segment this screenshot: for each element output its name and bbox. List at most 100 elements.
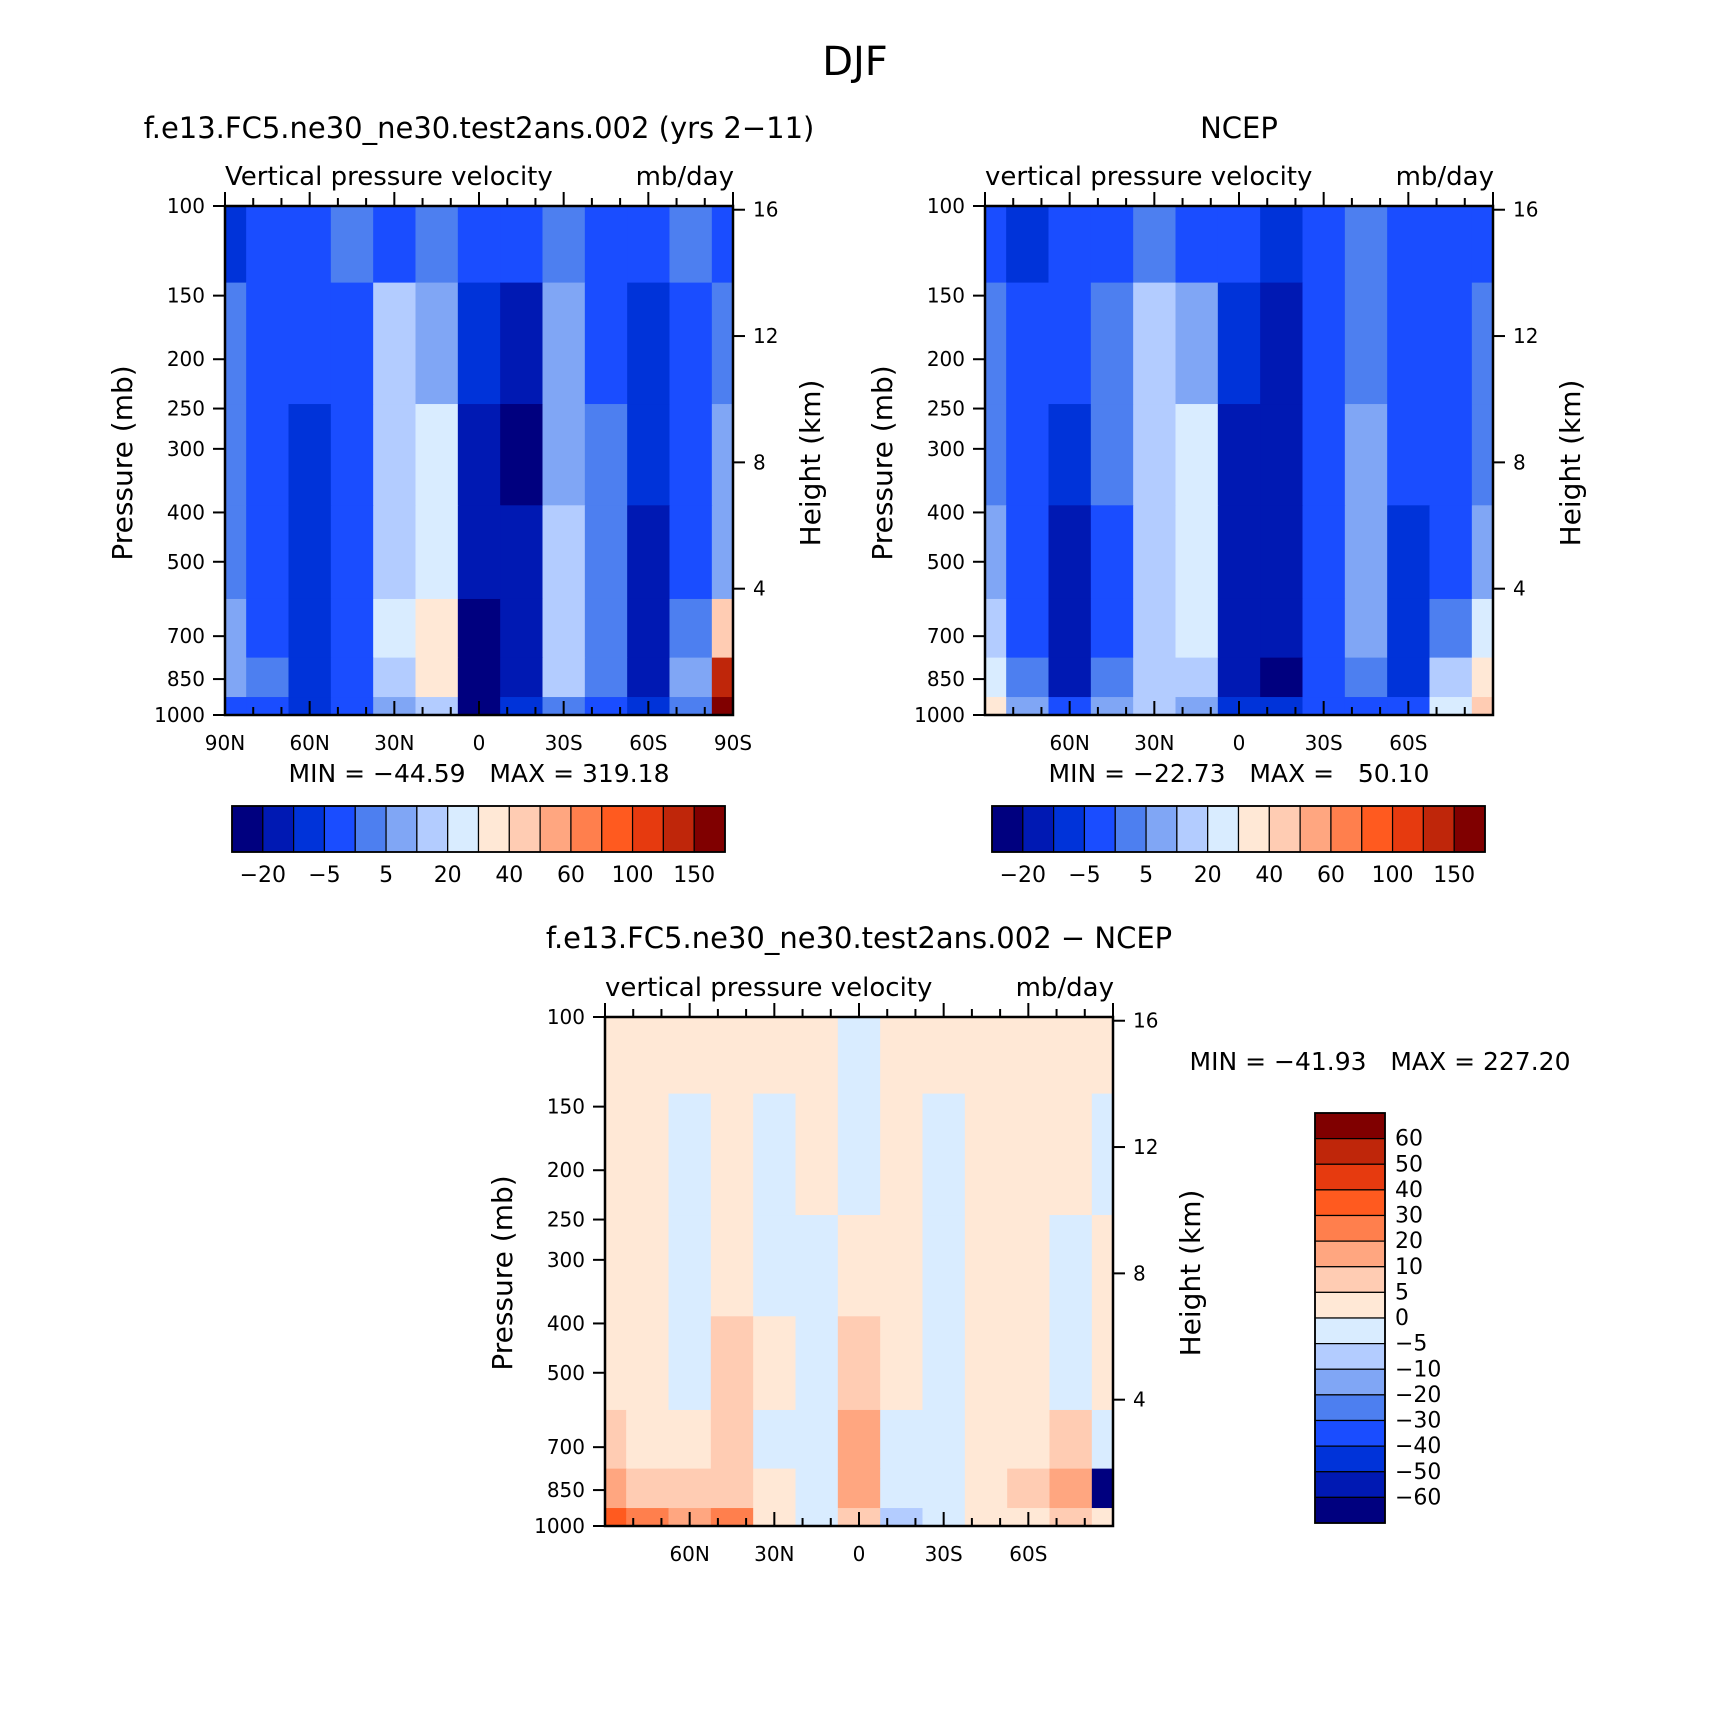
colorbar-frame bbox=[991, 805, 1486, 853]
colorbar-swatch bbox=[1114, 805, 1147, 853]
model-y2label: Height (km) bbox=[794, 380, 827, 547]
field-cell bbox=[1217, 657, 1261, 698]
field-cell bbox=[669, 404, 713, 506]
colorbar-swatch bbox=[1330, 805, 1363, 853]
colorbar-label: 150 bbox=[673, 863, 715, 888]
field-cell bbox=[457, 206, 501, 284]
colorbar-label: −60 bbox=[1395, 1485, 1441, 1510]
model-colorbar: −20 −5 5 20 40 60 100 150 bbox=[231, 805, 726, 888]
difference-stats: MIN = −41.93 MAX = 227.20 bbox=[1190, 1047, 1571, 1076]
model-title: f.e13.FC5.ne30_ne30.test2ans.002 (yrs 2−… bbox=[144, 111, 815, 145]
field-cell bbox=[711, 697, 734, 716]
field-cell bbox=[1175, 206, 1219, 284]
colorbar-label: −20 bbox=[1000, 863, 1046, 888]
field-cell bbox=[669, 282, 713, 405]
field-cell bbox=[1217, 505, 1261, 600]
y-tick-label: 150 bbox=[927, 284, 965, 308]
colorbar-label: 60 bbox=[1317, 863, 1345, 888]
model-subtitle-right: mb/day bbox=[636, 162, 734, 192]
field-cell bbox=[1387, 505, 1431, 600]
field-cell bbox=[626, 1093, 670, 1216]
y-tick-label: 200 bbox=[927, 347, 965, 371]
field-cell bbox=[795, 1468, 839, 1509]
y2-tick-label: 16 bbox=[1133, 1009, 1158, 1033]
field-cell bbox=[1175, 404, 1219, 506]
field-cell bbox=[1260, 657, 1304, 698]
field-cell bbox=[1302, 282, 1346, 405]
field-cell bbox=[1471, 282, 1494, 405]
field-cell bbox=[1091, 1316, 1114, 1411]
y-tick-label: 500 bbox=[547, 1361, 585, 1385]
field-cell bbox=[922, 1215, 966, 1317]
x-tick-label: 30N bbox=[754, 1542, 794, 1566]
field-cell bbox=[1429, 697, 1473, 716]
colorbar-label: 60 bbox=[557, 863, 585, 888]
field-cell bbox=[1091, 1017, 1114, 1095]
ncep-stats: MIN = −22.73 MAX = 50.10 bbox=[1049, 759, 1430, 788]
colorbar-swatch bbox=[354, 805, 387, 853]
x-tick-label: 30S bbox=[1305, 731, 1343, 755]
y-tick-label: 300 bbox=[167, 437, 205, 461]
field-cell bbox=[288, 598, 332, 659]
field-cell bbox=[1471, 697, 1494, 716]
field-cell bbox=[985, 404, 1007, 506]
field-cell bbox=[1090, 598, 1134, 659]
field-cell bbox=[964, 1017, 1008, 1095]
colorbar-swatch bbox=[385, 805, 418, 853]
field-cell bbox=[922, 1017, 966, 1095]
field-cell bbox=[605, 1409, 627, 1470]
colorbar-swatch bbox=[1314, 1317, 1386, 1345]
colorbar-label: 40 bbox=[495, 863, 523, 888]
field-cell bbox=[373, 505, 417, 600]
field-cell bbox=[627, 206, 671, 284]
field-cell bbox=[795, 1017, 839, 1095]
field-cell bbox=[985, 697, 1007, 716]
colorbar-swatch bbox=[693, 805, 726, 853]
field-cell bbox=[710, 1017, 754, 1095]
field-cell bbox=[1006, 282, 1050, 405]
field-cell bbox=[584, 206, 628, 284]
field-cell bbox=[1006, 505, 1050, 600]
colorbar-swatch bbox=[477, 805, 510, 853]
field-cell bbox=[1175, 697, 1219, 716]
colorbar-label: 5 bbox=[1139, 863, 1153, 888]
field-cell bbox=[1007, 1316, 1051, 1411]
difference-field bbox=[605, 1017, 1114, 1527]
y-tick-label: 400 bbox=[167, 500, 205, 524]
field-cell bbox=[225, 282, 247, 405]
field-cell bbox=[837, 1215, 881, 1317]
y-tick-label: 850 bbox=[167, 667, 205, 691]
field-cell bbox=[1429, 206, 1473, 284]
field-cell bbox=[415, 282, 459, 405]
field-cell bbox=[500, 598, 544, 659]
colorbar-label: −40 bbox=[1395, 1434, 1441, 1459]
colorbar-swatch bbox=[1314, 1471, 1386, 1498]
field-cell bbox=[711, 657, 734, 698]
field-cell bbox=[415, 505, 459, 600]
field-cell bbox=[795, 1316, 839, 1411]
colorbar-label: −20 bbox=[1395, 1383, 1441, 1408]
field-cell bbox=[1091, 1093, 1114, 1216]
field-cell bbox=[1048, 505, 1092, 600]
field-cell bbox=[542, 282, 586, 405]
field-cell bbox=[330, 505, 374, 600]
y-tick-label: 200 bbox=[547, 1158, 585, 1182]
y-tick-label: 100 bbox=[167, 194, 205, 218]
field-cell bbox=[1260, 206, 1304, 284]
field-cell bbox=[330, 282, 374, 405]
colorbar-swatch bbox=[1361, 805, 1394, 853]
field-cell bbox=[1260, 505, 1304, 600]
colorbar-label: 100 bbox=[612, 863, 654, 888]
field-cell bbox=[1091, 1215, 1114, 1317]
y2-tick-label: 8 bbox=[1133, 1261, 1146, 1285]
difference-title: f.e13.FC5.ne30_ne30.test2ans.002 − NCEP bbox=[546, 921, 1172, 955]
ncep-ylabel: Pressure (mb) bbox=[866, 365, 899, 560]
field-cell bbox=[1006, 206, 1050, 284]
field-cell bbox=[711, 206, 734, 284]
colorbar-swatch bbox=[416, 805, 449, 853]
field-cell bbox=[1133, 206, 1177, 284]
colorbar-swatch bbox=[1053, 805, 1086, 853]
field-cell bbox=[1217, 282, 1261, 405]
colorbar-swatch bbox=[1453, 805, 1486, 853]
field-cell bbox=[1048, 598, 1092, 659]
